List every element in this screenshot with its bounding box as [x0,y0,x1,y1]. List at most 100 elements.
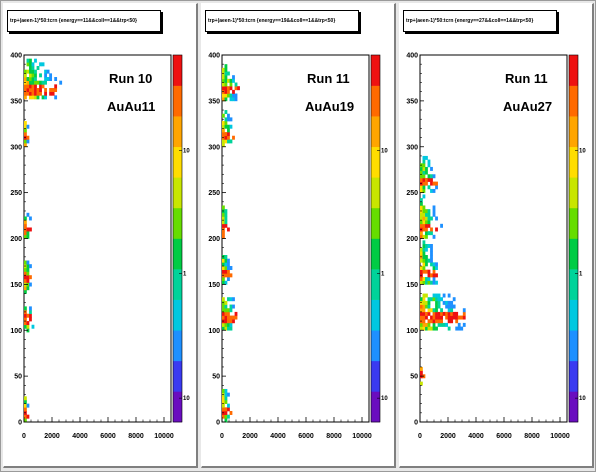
heatmap-cell [427,277,431,281]
heatmap-cell [420,311,423,316]
heatmap-cell [232,319,235,324]
heatmap-cell [420,258,423,263]
heatmap-cell [31,91,35,96]
pad-auau19[interactable]: trp+(aeen-1)*50:tcrn {energy==19&&coll==… [201,3,396,468]
heatmap-cell [24,121,27,126]
heatmap-cell [26,271,30,276]
heatmap-cell [227,414,230,419]
heatmap-cell [224,414,228,419]
heatmap-cell [425,220,428,225]
heatmap-cell [435,326,438,331]
x-tick-label: 8000 [524,433,540,440]
heatmap-cell [44,91,47,96]
pad-auau11[interactable]: trp+(aeen-1)*50:tcrn {energy==11&&coll==… [3,3,198,468]
heatmap-cell [224,319,228,324]
heatmap-cell [234,93,238,98]
dataset-label: AuAu19 [305,99,354,114]
heatmap-cell [422,205,426,210]
heatmap-cell [425,293,428,298]
heatmap-cell [224,407,228,412]
heatmap-cell [229,319,233,324]
heatmap-cell [227,315,230,320]
heatmap-cell [432,277,436,281]
palette-label: 10 [579,148,586,154]
heatmap-cell [430,181,433,186]
heatmap-cell [227,128,230,133]
heatmap-cell [227,392,230,397]
heatmap-cell [24,403,27,408]
heatmap-cell [232,315,235,320]
palette-swatch [371,330,380,362]
y-tick-label: 50 [14,374,22,381]
x-tick-label: 2000 [44,433,60,440]
heatmap-cell [29,66,32,70]
heatmap-cell [420,223,423,228]
heatmap-cell [227,262,230,267]
heatmap-cell [227,266,230,270]
y-tick-label: 100 [10,328,22,335]
heatmap-cell [222,414,225,419]
heatmap-cell [427,269,431,274]
palette-swatch [173,391,182,423]
heatmap-cell [26,231,30,236]
heatmap-cell [425,216,428,221]
x-tick-label: 4000 [270,433,286,440]
heatmap-cell [24,69,27,74]
heatmap-cell [229,139,233,144]
heatmap-cell [425,170,428,175]
heatmap-cell [427,273,431,278]
heatmap-cell [29,80,32,85]
heatmap-cell [427,177,431,182]
heatmap-cell [422,304,426,309]
heatmap-cell [24,73,27,78]
heatmap-cell [432,297,436,302]
y-tick-label: 0 [18,420,22,427]
pad-title: trp+(aeen-1)*50:tcrn {energy==27&&coll==… [403,10,557,32]
heatmap-cell [29,317,32,322]
heatmap-cell [229,304,233,309]
pad-auau27[interactable]: trp+(aeen-1)*50:tcrn {energy==27&&coll==… [399,3,594,468]
heatmap-cell [425,181,428,186]
heatmap-cell [224,258,228,263]
heatmap-cell [222,78,225,83]
heatmap-cell [222,297,225,302]
heatmap-cell [432,326,436,331]
heatmap-cell [420,166,423,171]
heatmap-cell [435,185,438,190]
heatmap-cell [34,69,37,74]
heatmap-cell [224,311,228,316]
heatmap-cell [31,62,35,67]
heatmap-cell [435,181,438,186]
heatmap-cell [26,264,30,269]
heatmap-cell [224,124,228,129]
heatmap-cell [422,223,426,228]
palette-swatch [371,177,380,209]
heatmap-cell [422,255,426,259]
heatmap-cell [224,269,228,274]
heatmap-cell [29,77,32,81]
y-tick-label: 0 [216,420,220,427]
heatmap-cell [54,77,58,81]
heatmap-cell [435,304,438,309]
y-tick-label: 350 [406,98,418,105]
palette-swatch [371,116,380,148]
heatmap-cell [222,315,225,320]
heatmap-cell [222,223,225,228]
heatmap-cell [222,322,225,327]
heatmap-cell [44,69,47,74]
heatmap-cell [34,84,37,89]
heatmap-cell [36,80,40,85]
heatmap-cell [430,273,433,278]
heatmap-cell [422,262,426,267]
heatmap-cell [29,264,32,269]
heatmap-cell [447,300,451,305]
heatmap-cell [26,286,30,291]
heatmap-cell [445,311,449,316]
x-tick-label: 10000 [154,433,174,440]
heatmap-cell [24,278,27,283]
heatmap-cell [229,297,233,302]
heatmap-cell [420,370,423,375]
x-tick-label: 4000 [468,433,484,440]
heatmap-cell [455,319,459,324]
